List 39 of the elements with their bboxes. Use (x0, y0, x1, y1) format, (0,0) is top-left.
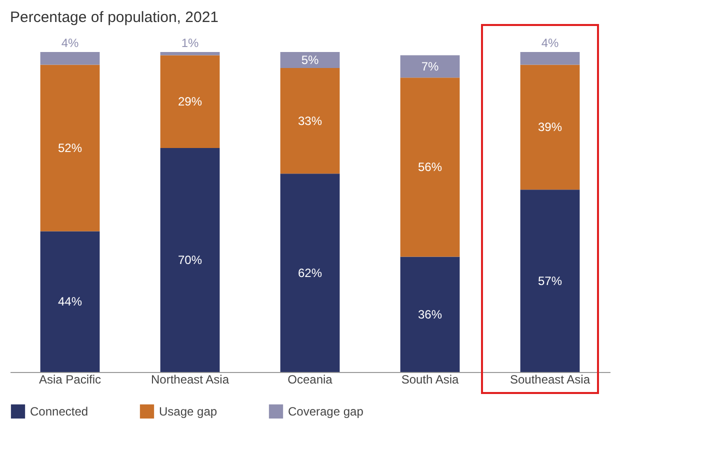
x-tick-label: Northeast Asia (150, 372, 230, 386)
x-tick-label: Southeast Asia (510, 372, 590, 386)
bar (280, 68, 340, 174)
bar (520, 190, 580, 372)
legend-label: Coverage gap (288, 404, 364, 418)
bar (400, 55, 460, 78)
bar (280, 52, 340, 68)
bar (40, 52, 100, 65)
data-label: 1% (181, 36, 199, 50)
legend-label: Connected (30, 404, 88, 418)
data-label: 4% (61, 36, 79, 50)
data-label: 44% (58, 294, 82, 309)
bar (280, 174, 340, 372)
bar (40, 64, 100, 232)
chart-title: Percentage of population, 2021 (10, 9, 218, 26)
data-label: 57% (538, 274, 562, 288)
data-label: 70% (178, 253, 202, 267)
data-label: 56% (418, 160, 442, 174)
data-label: 33% (298, 114, 322, 128)
data-label: 29% (178, 94, 202, 109)
bar (400, 256, 460, 372)
x-tick-label: Oceania (288, 372, 333, 386)
data-label: 5% (301, 53, 319, 67)
bar (520, 52, 580, 65)
data-label: 62% (298, 266, 322, 280)
data-label: 4% (541, 36, 559, 50)
data-label: 52% (58, 141, 82, 155)
bar (400, 78, 460, 257)
data-label: 36% (418, 307, 442, 322)
legend-label: Usage gap (159, 404, 218, 418)
bar (160, 148, 220, 372)
bar (160, 55, 220, 148)
bar (520, 64, 580, 190)
bar (160, 52, 220, 56)
data-label: 7% (421, 59, 439, 74)
x-tick-label: South Asia (401, 372, 460, 386)
data-label: 39% (538, 120, 562, 134)
x-tick-label: Asia Pacific (38, 372, 102, 386)
bar (40, 231, 100, 372)
